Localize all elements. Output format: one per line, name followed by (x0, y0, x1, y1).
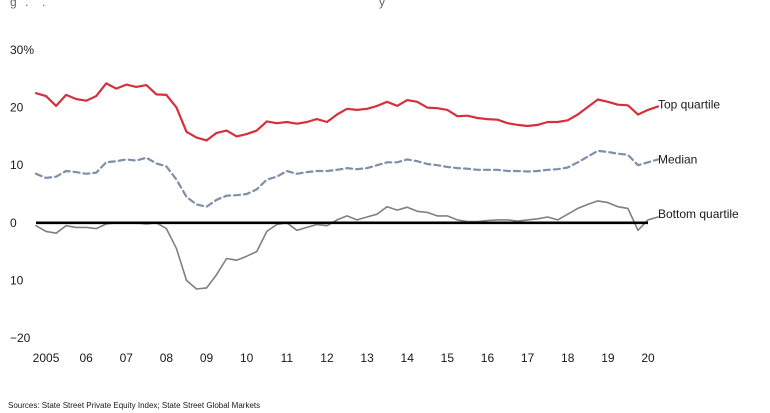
y-tick-label: 0 (10, 216, 17, 230)
svg-text:.: . (25, 0, 28, 9)
x-tick-label: 16 (481, 351, 495, 365)
x-tick-label: 07 (120, 351, 134, 365)
svg-text:.: . (42, 0, 45, 9)
x-tick-label: 09 (200, 351, 214, 365)
x-tick-label: 15 (441, 351, 455, 365)
source-note: Sources: State Street Private Equity Ind… (8, 401, 260, 410)
legend-label-median: Median (658, 152, 697, 166)
x-tick-label: 19 (601, 351, 615, 365)
legend-label-bottom-quartile: Bottom quartile (658, 207, 739, 221)
x-tick-label: 11 (281, 351, 294, 365)
legend-label-top-quartile: Top quartile (658, 98, 720, 112)
series-layer (34, 82, 660, 290)
y-tick-label: 10 (10, 158, 24, 172)
x-axis: 2005 06 07 08 09 10 11 12 13 14 15 16 17 18 19 20 (33, 351, 655, 365)
y-tick-label: 30% (10, 43, 34, 57)
y-tick-label: −20 (10, 331, 31, 345)
x-tick-label: 12 (320, 351, 334, 365)
series-line-bottom-quartile (35, 200, 659, 290)
x-tick-label: 20 (641, 351, 655, 365)
x-tick-label: 10 (240, 351, 254, 365)
x-tick-label: 13 (360, 351, 374, 365)
x-tick-label: 06 (79, 351, 93, 365)
y-axis: 30% 20 10 0 10 −20 (10, 43, 34, 345)
y-tick-label: 20 (10, 101, 24, 115)
cropped-caption: g . . y (10, 0, 385, 9)
x-tick-label: 18 (561, 351, 575, 365)
x-tick-label: 14 (401, 351, 415, 365)
x-tick-label: 17 (521, 351, 535, 365)
y-tick-label: 10 (10, 273, 24, 287)
x-tick-label: 08 (160, 351, 174, 365)
svg-text:y: y (379, 0, 385, 9)
legend: Top quartile Median Bottom quartile (658, 98, 739, 221)
svg-text:g: g (10, 0, 17, 9)
series-line-top-quartile (34, 82, 660, 142)
x-tick-label: 2005 (33, 351, 60, 365)
series-line-median (34, 149, 660, 208)
